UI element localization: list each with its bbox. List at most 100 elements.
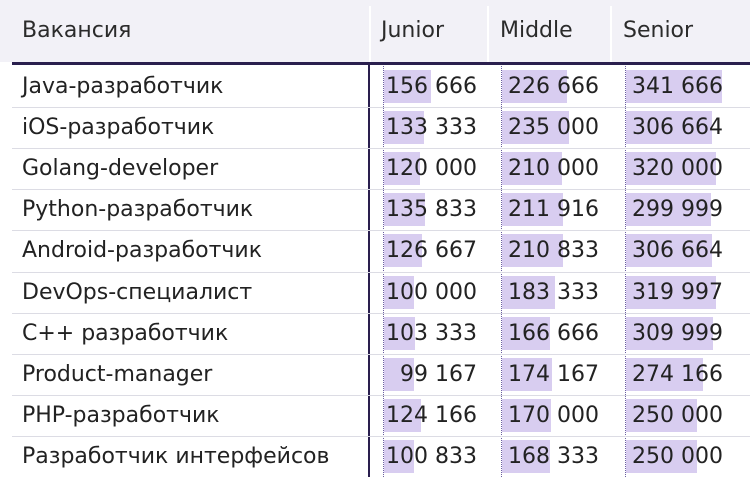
header-vacancy: Вакансия	[22, 18, 132, 43]
middle-value: 174 167	[508, 361, 599, 387]
junior-value: 103 333	[386, 320, 477, 346]
junior-value: 100 000	[386, 279, 477, 305]
senior-bar	[626, 316, 713, 350]
row-divider	[12, 230, 750, 232]
senior-value: 306 664	[632, 115, 723, 141]
row-divider	[12, 394, 750, 396]
vacancy-name: DevOps-специалист	[22, 279, 253, 305]
junior-bar	[384, 111, 424, 145]
junior-bar	[384, 70, 431, 103]
row-divider	[12, 189, 750, 191]
vacancy-name: Разработчик интерфейсов	[22, 443, 330, 469]
row-divider	[12, 148, 750, 150]
row-divider	[12, 271, 750, 273]
middle-value: 226 666	[508, 74, 599, 99]
junior-value: 124 166	[386, 402, 477, 428]
senior-value: 341 666	[632, 74, 723, 99]
senior-value: 320 000	[632, 156, 723, 182]
header-divider	[369, 6, 371, 62]
middle-bar	[502, 275, 555, 309]
header-middle: Middle	[500, 18, 573, 43]
table-header: Вакансия Junior Middle Senior	[0, 0, 750, 62]
senior-value: 250 000	[632, 443, 723, 469]
header-divider	[610, 6, 612, 62]
vacancy-name: C++ разработчик	[22, 320, 229, 346]
row-divider	[12, 353, 750, 355]
table-row: C++ разработчик 103 333 166 666 309 999	[0, 312, 750, 354]
senior-value: 299 999	[632, 197, 723, 223]
middle-value: 211 916	[508, 197, 599, 223]
table-row: PHP-разработчик 124 166 170 000 250 000	[0, 394, 750, 436]
middle-value: 168 333	[508, 443, 599, 469]
table-row: Python-разработчик 135 833 211 916 299 999	[0, 189, 750, 230]
vacancy-name: Android-разработчик	[22, 238, 263, 264]
junior-bar	[384, 275, 414, 309]
senior-bar	[626, 70, 722, 103]
vacancy-name: iOS-разработчик	[22, 115, 215, 141]
middle-value: 210 000	[508, 156, 599, 182]
senior-value: 274 166	[632, 361, 723, 387]
middle-bar	[502, 316, 550, 350]
junior-value: 120 000	[386, 156, 477, 182]
table-row: iOS-разработчик 133 333 235 000 306 664	[0, 107, 750, 148]
senior-bar	[626, 234, 712, 268]
junior-bar	[384, 316, 415, 350]
senior-value: 250 000	[632, 402, 723, 428]
middle-value: 170 000	[508, 402, 599, 428]
table-row: Разработчик интерфейсов 100 833 168 333 250…	[0, 435, 750, 477]
senior-bar	[626, 275, 716, 309]
middle-bar	[502, 193, 563, 227]
middle-bar	[502, 152, 562, 186]
junior-bar	[384, 357, 414, 391]
senior-value: 319 997	[632, 279, 723, 305]
middle-bar	[502, 398, 551, 432]
junior-bar	[384, 234, 422, 268]
table-row: Java-разработчик 156 666 226 666 341 666	[0, 66, 750, 107]
senior-value: 309 999	[632, 320, 723, 346]
table-row: Product-manager 99 167 174 167 274 166	[0, 353, 750, 395]
senior-bar	[626, 193, 711, 227]
table-row: Golang-developer 120 000 210 000 320 000	[0, 148, 750, 189]
header-senior: Senior	[623, 18, 694, 43]
header-divider	[487, 6, 489, 62]
row-divider	[12, 107, 750, 109]
name-column-rule	[368, 65, 370, 477]
senior-bar	[626, 111, 712, 145]
middle-value: 210 833	[508, 238, 599, 264]
middle-value: 235 000	[508, 115, 599, 141]
junior-value: 126 667	[386, 238, 477, 264]
vacancy-name: Golang-developer	[22, 156, 219, 182]
middle-bar	[502, 357, 552, 391]
middle-bar	[502, 111, 569, 145]
junior-value: 156 666	[386, 74, 477, 99]
vacancy-name: Product-manager	[22, 361, 213, 387]
middle-value: 166 666	[508, 320, 599, 346]
senior-bar	[626, 152, 716, 186]
junior-value: 135 833	[386, 197, 477, 223]
middle-value: 183 333	[508, 279, 599, 305]
junior-value: 99 167	[400, 361, 477, 387]
junior-bar	[384, 152, 420, 186]
junior-value: 133 333	[386, 115, 477, 141]
header-junior: Junior	[381, 18, 444, 43]
vacancy-name: Java-разработчик	[22, 74, 224, 99]
middle-bar	[502, 234, 563, 268]
junior-bar	[384, 193, 425, 227]
middle-bar	[502, 70, 567, 103]
table-row: Android-разработчик 126 667 210 833 306 664	[0, 230, 750, 271]
senior-bar	[626, 439, 697, 473]
junior-bar	[384, 398, 421, 432]
row-divider	[12, 435, 750, 437]
vacancy-name: Python-разработчик	[22, 197, 254, 223]
junior-value: 100 833	[386, 443, 477, 469]
row-divider	[12, 312, 750, 314]
header-rule	[12, 62, 750, 65]
junior-bar	[384, 439, 414, 473]
senior-value: 306 664	[632, 238, 723, 264]
senior-bar	[626, 398, 697, 432]
senior-bar	[626, 357, 703, 391]
middle-bar	[502, 439, 550, 473]
table-row: DevOps-специалист 100 000 183 333 319 997	[0, 271, 750, 313]
vacancy-name: PHP-разработчик	[22, 402, 220, 428]
